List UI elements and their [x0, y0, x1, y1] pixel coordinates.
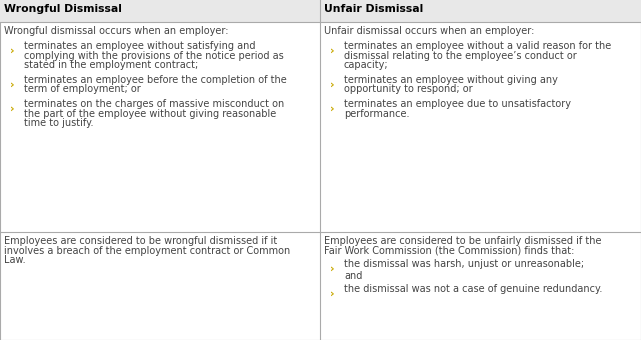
Text: terminates on the charges of massive misconduct on: terminates on the charges of massive mis… — [24, 99, 284, 109]
Text: ›: › — [10, 104, 15, 114]
Text: the dismissal was harsh, unjust or unreasonable;: the dismissal was harsh, unjust or unrea… — [344, 259, 584, 269]
Text: Wrongful Dismissal: Wrongful Dismissal — [4, 4, 122, 14]
Text: ›: › — [330, 288, 335, 298]
Text: Law.: Law. — [4, 255, 26, 265]
Text: terminates an employee without satisfying and: terminates an employee without satisfyin… — [24, 41, 256, 51]
Text: Employees are considered to be unfairly dismissed if the: Employees are considered to be unfairly … — [324, 236, 601, 246]
Bar — [320, 0, 641, 22]
Text: capacity;: capacity; — [344, 60, 388, 70]
Text: the part of the employee without giving reasonable: the part of the employee without giving … — [24, 109, 276, 119]
Text: ›: › — [10, 80, 15, 90]
Text: Fair Work Commission (the Commission) finds that:: Fair Work Commission (the Commission) fi… — [324, 245, 574, 255]
Text: terminates an employee without giving any: terminates an employee without giving an… — [344, 75, 558, 85]
Text: performance.: performance. — [344, 109, 410, 119]
Text: ›: › — [330, 46, 335, 56]
Text: the dismissal was not a case of genuine redundancy.: the dismissal was not a case of genuine … — [344, 284, 603, 293]
Text: terminates an employee due to unsatisfactory: terminates an employee due to unsatisfac… — [344, 99, 571, 109]
Text: and: and — [344, 271, 362, 281]
Text: ›: › — [330, 80, 335, 90]
Text: Employees are considered to be wrongful dismissed if it: Employees are considered to be wrongful … — [4, 236, 278, 246]
Bar — [0, 0, 320, 22]
Text: ›: › — [10, 46, 15, 56]
Text: dismissal relating to the employee’s conduct or: dismissal relating to the employee’s con… — [344, 51, 577, 61]
Text: terminates an employee without a valid reason for the: terminates an employee without a valid r… — [344, 41, 612, 51]
Text: stated in the employment contract;: stated in the employment contract; — [24, 60, 198, 70]
Text: term of employment; or: term of employment; or — [24, 84, 141, 95]
Text: opportunity to respond; or: opportunity to respond; or — [344, 84, 472, 95]
Text: terminates an employee before the completion of the: terminates an employee before the comple… — [24, 75, 287, 85]
Text: Unfair dismissal occurs when an employer:: Unfair dismissal occurs when an employer… — [324, 26, 535, 36]
Text: Unfair Dismissal: Unfair Dismissal — [324, 4, 423, 14]
Text: complying with the provisions of the notice period as: complying with the provisions of the not… — [24, 51, 284, 61]
Text: ›: › — [330, 264, 335, 274]
Text: ›: › — [330, 104, 335, 114]
Text: involves a breach of the employment contract or Common: involves a breach of the employment cont… — [4, 245, 290, 255]
Text: Wrongful dismissal occurs when an employer:: Wrongful dismissal occurs when an employ… — [4, 26, 228, 36]
Text: time to justify.: time to justify. — [24, 118, 94, 128]
